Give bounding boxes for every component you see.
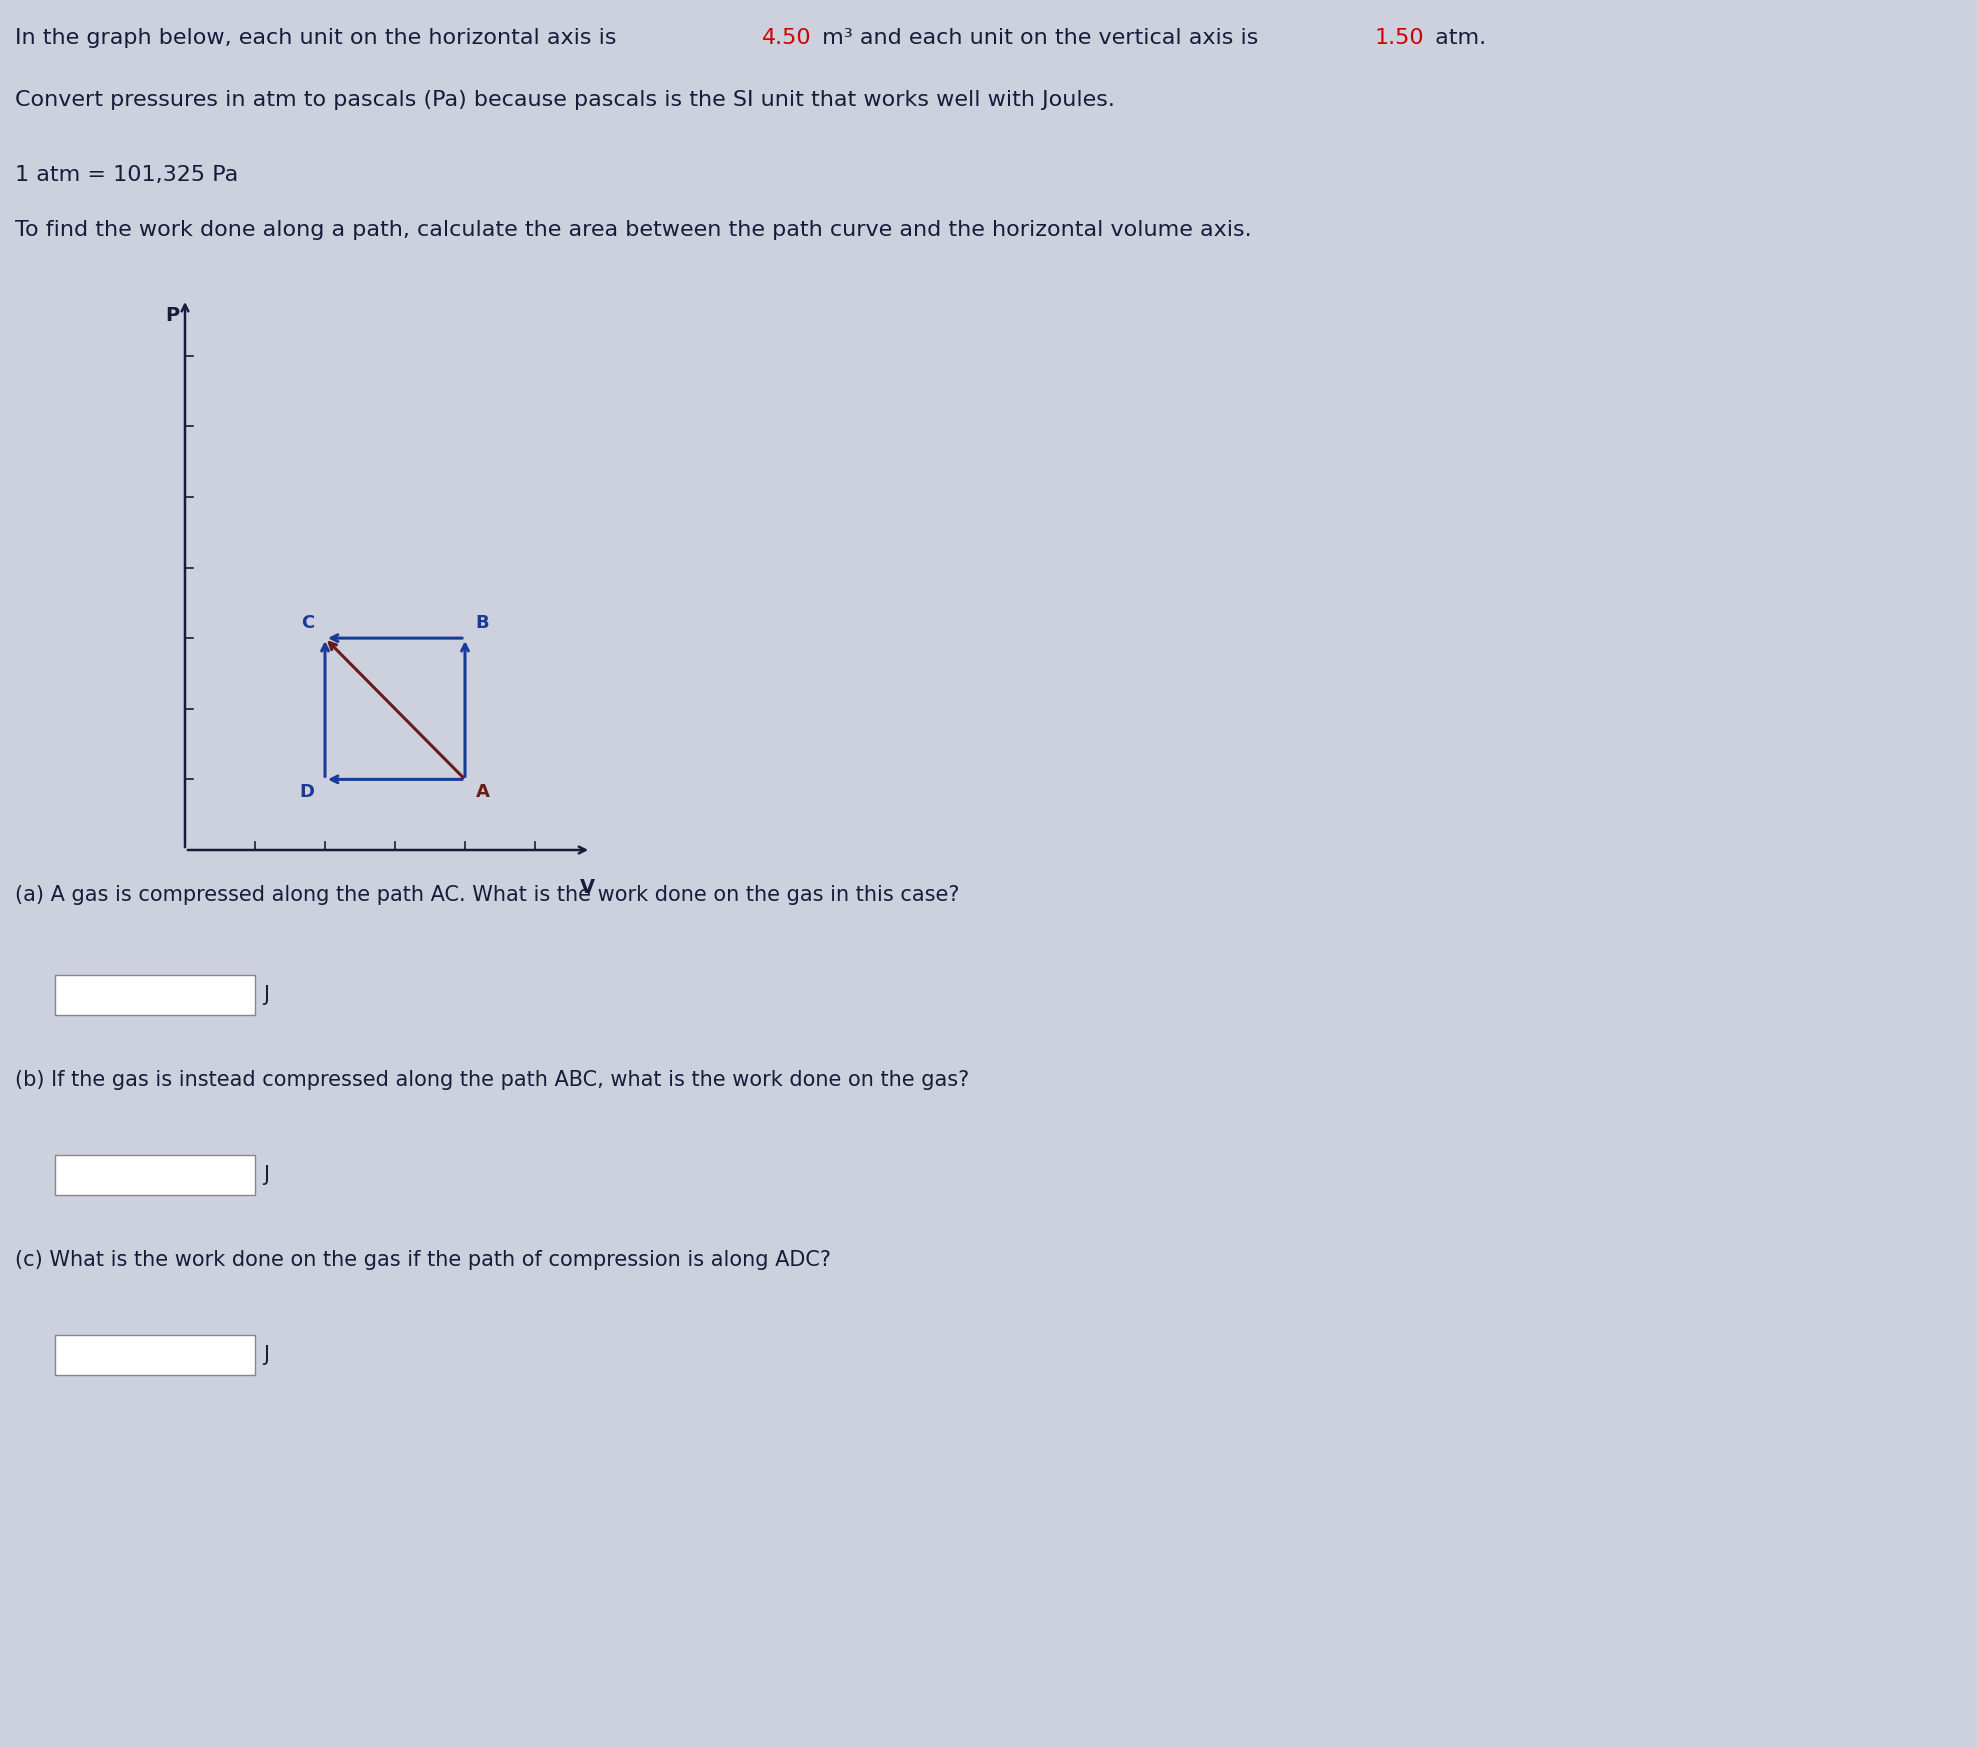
- Text: In the graph below, each unit on the horizontal axis is: In the graph below, each unit on the hor…: [16, 28, 623, 47]
- Text: 1 atm = 101,325 Pa: 1 atm = 101,325 Pa: [16, 164, 239, 185]
- Text: A: A: [476, 783, 490, 801]
- Text: J: J: [263, 1164, 269, 1185]
- FancyBboxPatch shape: [55, 975, 255, 1016]
- FancyBboxPatch shape: [55, 1335, 255, 1376]
- Text: 4.50: 4.50: [761, 28, 811, 47]
- Text: To find the work done along a path, calculate the area between the path curve an: To find the work done along a path, calc…: [16, 220, 1251, 239]
- Text: D: D: [299, 783, 314, 801]
- Text: Convert pressures in atm to pascals (Pa) because pascals is the SI unit that wor: Convert pressures in atm to pascals (Pa)…: [16, 89, 1115, 110]
- Text: (a) A gas is compressed along the path AC. What is the work done on the gas in t: (a) A gas is compressed along the path A…: [16, 884, 959, 905]
- Text: (b) If the gas is instead compressed along the path ABC, what is the work done o: (b) If the gas is instead compressed alo…: [16, 1070, 969, 1091]
- Text: C: C: [301, 615, 314, 633]
- Text: m³ and each unit on the vertical axis is: m³ and each unit on the vertical axis is: [815, 28, 1265, 47]
- Text: J: J: [263, 1344, 269, 1365]
- Text: P: P: [166, 306, 180, 325]
- Text: atm.: atm.: [1427, 28, 1487, 47]
- Text: J: J: [263, 986, 269, 1005]
- Text: (c) What is the work done on the gas if the path of compression is along ADC?: (c) What is the work done on the gas if …: [16, 1250, 830, 1271]
- Text: B: B: [476, 615, 488, 633]
- Text: V: V: [579, 877, 595, 897]
- FancyBboxPatch shape: [55, 1155, 255, 1196]
- Text: 1.50: 1.50: [1374, 28, 1425, 47]
